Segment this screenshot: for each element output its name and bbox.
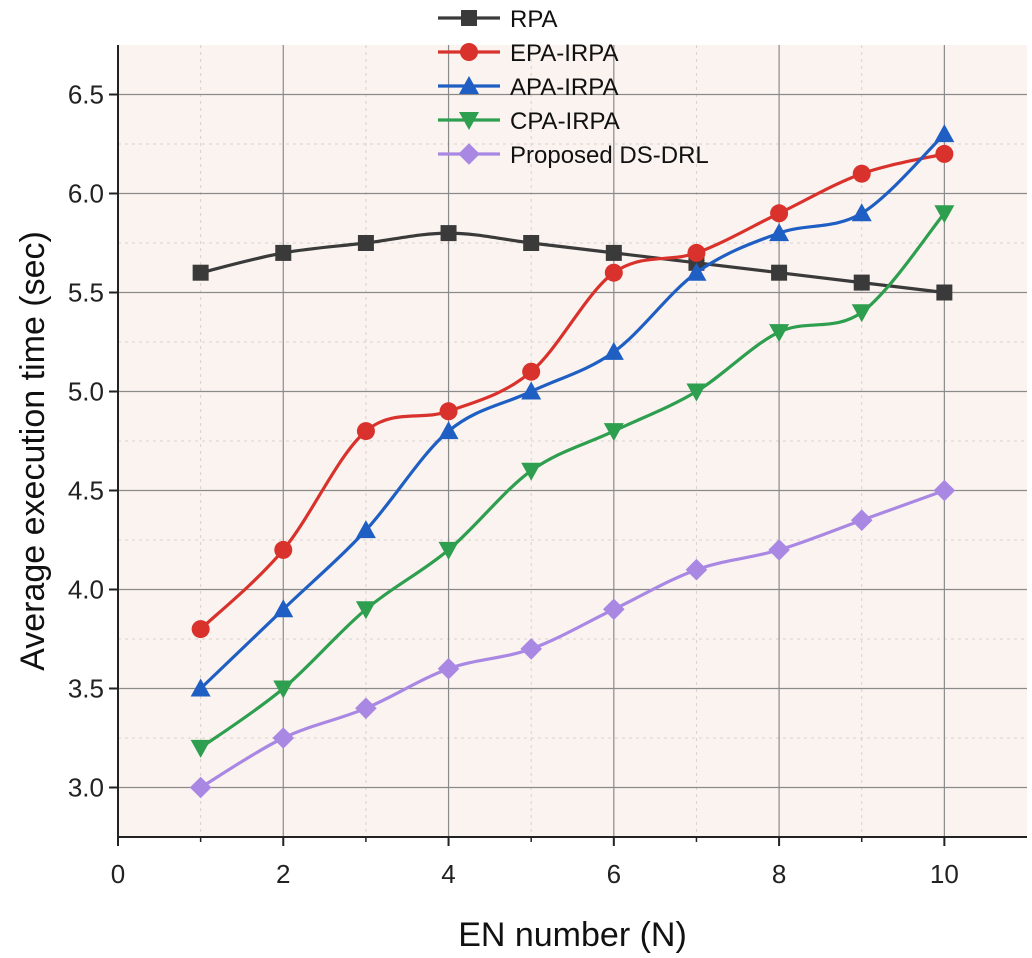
y-tick-label: 6.0 (68, 179, 104, 209)
data-point-rpa (440, 225, 457, 242)
y-tick-label: 3.0 (68, 773, 104, 803)
y-tick-label: 4.5 (68, 476, 104, 506)
series-line-epa-irpa (199, 152, 945, 631)
data-point-apa-irpa (686, 262, 707, 281)
y-tick-label: 5.0 (68, 377, 104, 407)
data-point-rpa (605, 244, 622, 261)
series-layer (189, 124, 956, 799)
legend-label-apa-irpa: APA-IRPA (510, 74, 618, 101)
major-gridlines (118, 45, 1027, 837)
tick-labels: 0 2 4 6 8 10 3.0 3.5 4.0 4.5 5.0 5.5 6.0 6.5 (68, 80, 959, 890)
legend-label-rpa: RPA (510, 6, 558, 33)
data-point-proposed-ds-drl (189, 776, 212, 799)
data-point-proposed-ds-drl (520, 638, 542, 660)
series-line-apa-irpa (199, 132, 946, 690)
series-epa-irpa (191, 144, 954, 639)
y-tick-label: 5.5 (68, 278, 104, 308)
x-tick-label: 2 (276, 859, 290, 889)
minor-gridlines (118, 45, 1027, 837)
x-tick-label: 6 (607, 859, 621, 889)
y-tick-label: 3.5 (68, 674, 104, 704)
data-point-epa-irpa (191, 620, 210, 639)
legend-marker-epa-irpa (460, 43, 478, 61)
axes (109, 45, 1027, 846)
data-point-rpa (771, 264, 788, 281)
data-point-rpa (192, 264, 209, 281)
data-point-epa-irpa (770, 204, 789, 223)
series-line-proposed-ds-drl (199, 488, 945, 789)
series-line-cpa-irpa (199, 212, 946, 750)
y-axis-title: Average execution time (sec) (14, 231, 52, 671)
legend-item-apa-irpa: APA-IRPA (438, 74, 618, 101)
data-point-proposed-ds-drl (437, 657, 460, 680)
series-line-rpa (200, 231, 945, 295)
data-point-epa-irpa (852, 164, 871, 183)
data-point-cpa-irpa (190, 739, 211, 758)
data-point-proposed-ds-drl (768, 539, 790, 561)
data-point-epa-irpa (356, 422, 375, 441)
data-point-apa-irpa (438, 421, 459, 440)
data-point-apa-irpa (521, 381, 542, 400)
legend-marker-apa-irpa (459, 76, 479, 94)
series-proposed-ds-drl (189, 479, 956, 799)
x-tick-label: 0 (111, 859, 125, 889)
data-point-cpa-irpa (355, 601, 376, 620)
data-point-epa-irpa (687, 243, 706, 262)
legend-marker-cpa-irpa (459, 112, 479, 130)
x-tick-label: 4 (441, 859, 455, 889)
legend-item-epa-irpa: EPA-IRPA (438, 40, 618, 67)
legend-label-cpa-irpa: CPA-IRPA (510, 108, 620, 135)
x-axis-title: EN number (N) (458, 916, 687, 954)
x-tick-label: 10 (930, 859, 959, 889)
data-point-apa-irpa (769, 223, 790, 242)
data-point-rpa (936, 284, 953, 301)
legend-label-epa-irpa: EPA-IRPA (510, 40, 618, 67)
legend-item-rpa: RPA (438, 6, 558, 33)
data-point-proposed-ds-drl (933, 479, 956, 502)
data-point-cpa-irpa (603, 423, 624, 442)
y-tick-label: 6.5 (68, 80, 104, 110)
data-point-apa-irpa (273, 599, 294, 618)
x-tick-label: 8 (772, 859, 786, 889)
data-point-epa-irpa (439, 402, 458, 421)
data-point-epa-irpa (935, 144, 954, 163)
data-point-epa-irpa (274, 540, 293, 559)
data-point-proposed-ds-drl (272, 727, 295, 749)
data-point-cpa-irpa (686, 383, 707, 402)
data-point-rpa (853, 274, 870, 291)
series-cpa-irpa (190, 205, 955, 758)
legend-label-proposed-ds-drl: Proposed DS-DRL (510, 142, 709, 169)
legend-marker-proposed-ds-drl (458, 143, 480, 165)
legend-marker-rpa (461, 10, 477, 26)
legend-item-proposed-ds-drl: Proposed DS-DRL (438, 142, 709, 169)
legend-item-cpa-irpa: CPA-IRPA (438, 108, 620, 135)
legend: RPA EPA-IRPA APA-IRPA CPA-IRPA Proposed DS-D… (438, 6, 709, 169)
data-point-cpa-irpa (934, 205, 955, 224)
data-point-epa-irpa (604, 263, 623, 282)
data-point-cpa-irpa (438, 541, 459, 560)
series-apa-irpa (190, 124, 955, 697)
data-point-apa-irpa (355, 520, 376, 539)
data-point-apa-irpa (851, 203, 872, 222)
data-point-cpa-irpa (521, 462, 542, 481)
data-point-cpa-irpa (851, 304, 872, 323)
y-tick-label: 4.0 (68, 575, 104, 605)
data-point-proposed-ds-drl (850, 509, 873, 531)
data-point-rpa (523, 235, 540, 251)
data-point-epa-irpa (522, 362, 541, 381)
data-point-cpa-irpa (769, 324, 790, 343)
data-point-apa-irpa (190, 678, 211, 697)
data-point-proposed-ds-drl (603, 598, 625, 621)
data-point-rpa (357, 235, 374, 251)
data-point-rpa (275, 244, 292, 261)
data-point-cpa-irpa (273, 680, 294, 699)
data-point-proposed-ds-drl (685, 558, 708, 581)
data-point-proposed-ds-drl (355, 697, 377, 720)
data-point-apa-irpa (934, 124, 955, 143)
data-point-apa-irpa (603, 341, 624, 360)
